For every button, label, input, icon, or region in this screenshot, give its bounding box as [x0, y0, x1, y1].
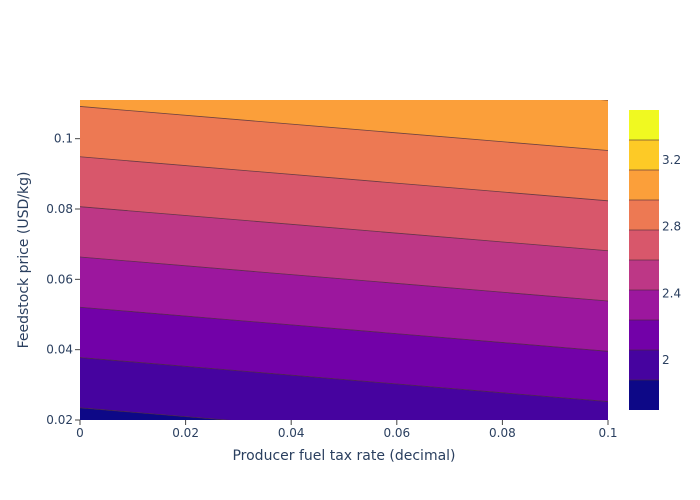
- contour-line: [80, 156, 608, 202]
- contour-band: [80, 357, 608, 420]
- x-tick-label: 0: [76, 426, 84, 440]
- colorbar-segment: [629, 320, 659, 350]
- colorbar-segment: [629, 260, 659, 290]
- contour-band: [605, 100, 608, 101]
- y-axis-title: Feedstock price (USD/kg): [16, 172, 32, 349]
- y-tick-label: 0.1: [54, 132, 73, 146]
- x-axis: 0 0.02 0.04 0.06 0.08 0.1: [76, 420, 618, 440]
- contour-line: [80, 106, 608, 151]
- colorbar-segment: [629, 200, 659, 230]
- x-tick-label: 0.04: [278, 426, 305, 440]
- contour-line: [80, 407, 231, 420]
- colorbar-segment: [629, 290, 659, 320]
- y-tick-label: 0.04: [46, 343, 73, 357]
- colorbar-segment: [629, 140, 659, 170]
- colorbar-tick-label: 2.8: [662, 220, 681, 234]
- contour-line: [80, 357, 608, 402]
- colorbar: 2 2.4 2.8 3.2: [629, 110, 681, 410]
- contour-band: [80, 206, 608, 302]
- x-tick-label: 0.08: [489, 426, 516, 440]
- colorbar-segment: [629, 230, 659, 260]
- contour-band: [80, 256, 608, 352]
- contour-line: [600, 100, 608, 101]
- x-tick-label: 0.1: [598, 426, 617, 440]
- contour-line: [80, 256, 608, 302]
- y-tick-label: 0.06: [46, 272, 73, 286]
- contour-band: [80, 156, 608, 251]
- contour-band: [80, 106, 608, 201]
- x-tick-label: 0.06: [383, 426, 410, 440]
- contour-line: [80, 306, 608, 352]
- colorbar-segment: [629, 110, 659, 140]
- contour-band: [80, 307, 608, 402]
- y-tick-label: 0.02: [46, 413, 73, 427]
- y-tick-label: 0.08: [46, 202, 73, 216]
- contour-line: [80, 206, 608, 252]
- x-tick-label: 0.02: [172, 426, 199, 440]
- contour-band: [80, 100, 608, 151]
- x-axis-title: Producer fuel tax rate (decimal): [232, 448, 455, 464]
- colorbar-tick-label: 2.4: [662, 286, 681, 300]
- colorbar-segment: [629, 380, 659, 410]
- colorbar-segment: [629, 170, 659, 200]
- colorbar-segment: [629, 350, 659, 380]
- colorbar-tick-label: 2: [662, 353, 670, 367]
- y-axis: 0.02 0.04 0.06 0.08 0.1: [46, 132, 80, 427]
- plot-area: [80, 100, 608, 420]
- colorbar-tick-label: 3.2: [662, 153, 681, 167]
